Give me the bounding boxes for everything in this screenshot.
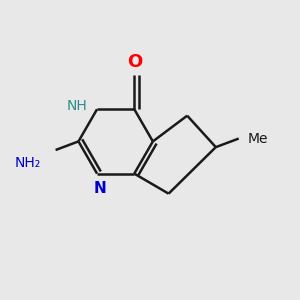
Text: NH: NH bbox=[66, 99, 87, 113]
Text: O: O bbox=[127, 52, 142, 70]
Text: N: N bbox=[94, 181, 106, 196]
Text: Me: Me bbox=[247, 132, 268, 145]
Text: NH₂: NH₂ bbox=[15, 156, 41, 170]
